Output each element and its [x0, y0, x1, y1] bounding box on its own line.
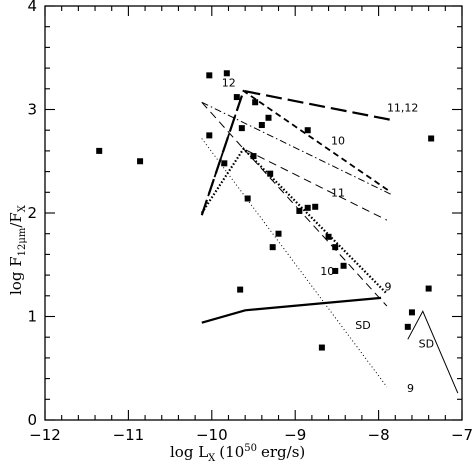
- model-line-dotted: [201, 138, 388, 388]
- data-point: [340, 262, 347, 269]
- data-point: [408, 309, 415, 316]
- data-point: [304, 127, 311, 134]
- y-tick-label: 4: [27, 0, 37, 15]
- line-annotation: 11,12: [387, 102, 419, 115]
- plot-frame: [44, 5, 463, 421]
- data-point: [137, 158, 144, 165]
- data-point: [237, 286, 244, 293]
- data-point: [265, 114, 272, 121]
- data-point: [425, 285, 432, 292]
- data-point: [404, 323, 411, 330]
- x-tick-label: −8: [368, 426, 390, 444]
- data-point: [223, 70, 230, 77]
- model-line-solid: [407, 310, 459, 394]
- y-tick-label: 1: [27, 308, 37, 326]
- model-line-solid: [201, 296, 382, 324]
- x-tick-label: −7: [451, 426, 473, 444]
- data-point: [96, 147, 103, 154]
- line-annotation: 12: [222, 77, 236, 90]
- x-tick-label: −9: [284, 426, 306, 444]
- data-point: [312, 203, 319, 210]
- data-point: [221, 160, 228, 167]
- line-annotation: SD: [355, 319, 370, 332]
- model-line-longdash: [200, 89, 392, 216]
- model-line-shortdash: [200, 89, 392, 216]
- y-tick-label: 2: [27, 204, 37, 222]
- data-point: [275, 230, 282, 237]
- data-point: [233, 94, 240, 101]
- model-line-dashed: [243, 148, 388, 307]
- line-annotation: 10: [320, 265, 334, 278]
- x-tick-label: −12: [29, 426, 61, 444]
- y-tick-label: 0: [27, 411, 37, 429]
- x-axis-title: log LX (1050 erg/s): [170, 443, 305, 464]
- data-point: [258, 122, 265, 129]
- data-point: [250, 153, 257, 160]
- line-annotation: 11: [331, 186, 345, 199]
- line-annotation: 9: [384, 281, 391, 294]
- data-point: [238, 125, 245, 132]
- model-line-dashdot: [201, 101, 392, 195]
- data-point: [318, 344, 325, 351]
- data-point: [332, 267, 339, 274]
- y-axis-title: log F12μm/FX: [7, 204, 28, 295]
- data-point: [206, 132, 213, 139]
- data-point: [304, 204, 311, 211]
- data-points: [96, 70, 435, 351]
- model-line-dashed: [201, 101, 388, 221]
- x-tick-label: −11: [113, 426, 145, 444]
- data-point: [252, 99, 259, 106]
- data-point: [244, 195, 251, 202]
- data-point: [428, 135, 435, 142]
- x-tick-label: −10: [196, 426, 228, 444]
- data-point: [206, 72, 213, 79]
- data-point: [332, 244, 339, 251]
- data-point: [267, 170, 274, 177]
- line-annotation: SD: [419, 338, 434, 351]
- plot-border: [44, 5, 463, 421]
- line-annotation: 9: [407, 382, 414, 395]
- data-point: [269, 244, 276, 251]
- data-point: [325, 233, 332, 240]
- data-point: [296, 207, 303, 214]
- line-annotations: 12 11,12 10 11 10 9 SD SD 9: [222, 77, 434, 395]
- line-annotation: 10: [331, 135, 345, 148]
- y-tick-label: 3: [27, 101, 37, 119]
- model-lines: [200, 89, 459, 394]
